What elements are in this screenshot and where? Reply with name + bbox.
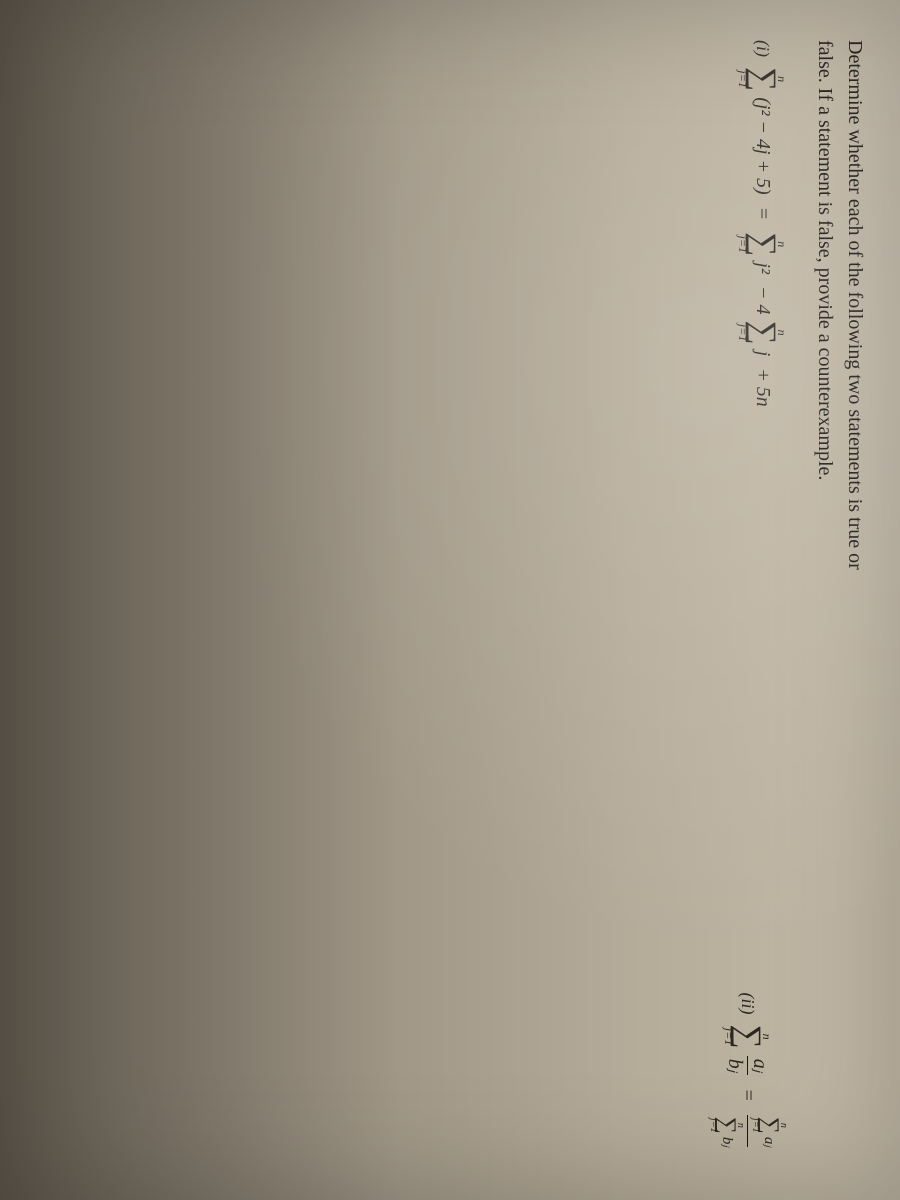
instructions-block: Determine whether each of the following … bbox=[810, 40, 870, 1160]
sigma-rhs-num: n ∑ j=1 bbox=[750, 1117, 788, 1134]
instruction-text-line1: Determine whether each of the following … bbox=[844, 40, 866, 570]
rhs-den-body: bⱼ bbox=[718, 1137, 735, 1147]
sigma-symbol-icon: ∑ bbox=[747, 67, 778, 91]
sigma-3: n ∑ j=1 bbox=[737, 320, 788, 344]
sigma-1-lower: j=1 bbox=[737, 70, 749, 87]
sigma-2: n ∑ j=1 bbox=[737, 232, 788, 256]
page-shadow bbox=[0, 0, 400, 1200]
problem-i-equation: (i) n ∑ j=1 (j² − 4j + 5) = n ∑ j=1 j² − bbox=[737, 40, 788, 409]
sigma-2-body: j² bbox=[751, 260, 774, 276]
problem-ii: (ii) n ∑ j=1 aⱼ bⱼ = n bbox=[708, 712, 788, 1160]
instruction-text-line2: false. If a statement is false, provide … bbox=[814, 40, 836, 480]
lhs-fraction: aⱼ bⱼ bbox=[724, 1056, 771, 1076]
rhs-frac-num: n ∑ j=1 aⱼ bbox=[747, 1115, 788, 1147]
sigma-rhs-num-lower: j=1 bbox=[750, 1118, 760, 1133]
sigma-symbol-icon: ∑ bbox=[733, 1025, 764, 1049]
sigma-3-lower: j=1 bbox=[737, 324, 749, 341]
problem-i-label: (i) bbox=[752, 40, 773, 57]
lhs-frac-num: aⱼ bbox=[747, 1056, 771, 1076]
problem-ii-equation: (ii) n ∑ j=1 aⱼ bⱼ = n bbox=[708, 993, 788, 1150]
minus-4: − 4 bbox=[751, 284, 774, 317]
sigma-rhs-den: n ∑ j=1 bbox=[708, 1117, 746, 1134]
problem-i: (i) n ∑ j=1 (j² − 4j + 5) = n ∑ j=1 j² − bbox=[737, 40, 788, 690]
sigma-1: n ∑ j=1 bbox=[737, 67, 788, 91]
sigma-symbol-icon: ∑ bbox=[747, 320, 778, 344]
sigma-lhs-lower: j=1 bbox=[723, 1028, 735, 1045]
sigma-symbol-icon: ∑ bbox=[716, 1117, 738, 1134]
sigma-1-body: (j² − 4j + 5) bbox=[751, 95, 774, 196]
equals-2: = bbox=[736, 1086, 759, 1104]
rhs-num-body: aⱼ bbox=[761, 1137, 778, 1147]
rhs-frac-den: n ∑ j=1 bⱼ bbox=[708, 1115, 748, 1147]
page-container: Determine whether each of the following … bbox=[0, 0, 900, 1200]
problems-row: (i) n ∑ j=1 (j² − 4j + 5) = n ∑ j=1 j² − bbox=[708, 40, 788, 1160]
sigma-symbol-icon: ∑ bbox=[747, 232, 778, 256]
sigma-symbol-icon: ∑ bbox=[758, 1117, 780, 1134]
sigma-2-lower: j=1 bbox=[737, 236, 749, 253]
lhs-frac-den: bⱼ bbox=[724, 1056, 747, 1076]
plus-5n: + 5n bbox=[751, 366, 774, 409]
equals-1: = bbox=[751, 205, 774, 223]
problem-ii-label: (ii) bbox=[737, 993, 758, 1015]
sigma-rhs-den-lower: j=1 bbox=[708, 1118, 718, 1133]
sigma-3-body: j bbox=[751, 349, 774, 359]
rhs-fraction: n ∑ j=1 aⱼ n ∑ j=1 bⱼ bbox=[708, 1115, 788, 1147]
sigma-lhs: n ∑ j=1 bbox=[723, 1025, 774, 1049]
